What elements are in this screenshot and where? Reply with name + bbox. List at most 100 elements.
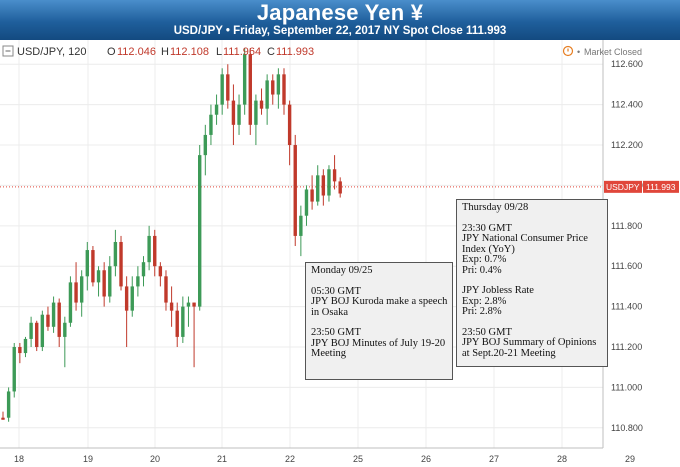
price-tick-label: 111.400: [611, 302, 642, 312]
candle-body: [124, 286, 129, 311]
badge-value: 111.993: [646, 182, 676, 192]
candle-body: [141, 262, 146, 277]
time-tick-label: 21: [217, 454, 227, 464]
market-status: • Market Closed: [562, 45, 642, 57]
note-line: Pri: 2.8%: [462, 306, 502, 317]
price-tick-label: 112.600: [611, 59, 643, 69]
candle-body: [220, 74, 224, 105]
price-tick-label: 111.600: [611, 261, 642, 271]
candle-body: [153, 235, 157, 267]
time-tick-label: 29: [625, 454, 635, 464]
event-note-monday: Monday 09/25 05:30 GMT JPY BOJ Kuroda make…: [305, 262, 453, 380]
candle-body: [254, 100, 258, 125]
price-tick-label: 110.800: [611, 423, 643, 433]
note-line: 23:50 GMT: [311, 327, 361, 338]
time-tick-label: 19: [83, 454, 93, 464]
candle-body: [35, 322, 39, 348]
time-tick-label: 18: [14, 454, 24, 464]
note-line: JPY BOJ Summary of Opinions: [462, 337, 597, 348]
candle-body: [51, 302, 56, 327]
price-tick-label: 111.800: [611, 221, 642, 231]
candle-body: [119, 241, 123, 287]
candle-body: [248, 54, 252, 125]
legend-close-value: 111.993: [276, 46, 314, 58]
note-line: Exp: 2.8%: [462, 295, 507, 307]
last-price-badge: USDJPY 111.993: [604, 180, 679, 193]
candle-body: [304, 189, 309, 216]
time-tick-label: 20: [150, 454, 160, 464]
note-spacer: [462, 214, 602, 224]
candle-body: [91, 250, 95, 283]
candle-body: [6, 391, 11, 418]
note-line: 05:30 GMT: [311, 285, 361, 297]
candle-body: [237, 104, 241, 125]
price-tick-label: 111.000: [611, 382, 642, 392]
clock-icon: [562, 45, 574, 57]
badge-value-bg: [643, 180, 679, 193]
legend-open-label: O: [107, 46, 116, 58]
candle-body: [113, 241, 118, 267]
time-tick-label: 27: [489, 454, 499, 464]
note-line: at Sept.20-21 Meeting: [462, 347, 556, 359]
badge-symbol-bg: [604, 180, 642, 193]
time-tick-label: 28: [557, 454, 567, 464]
candle-body: [282, 74, 286, 105]
candle-body: [175, 310, 179, 337]
time-tick-label: 25: [353, 454, 363, 464]
candle-body: [130, 286, 134, 311]
candle-body: [12, 347, 16, 392]
candle-body: [18, 347, 22, 354]
candle-body: [287, 104, 292, 146]
candle-body: [169, 302, 174, 311]
candle-body: [68, 282, 73, 323]
candle-body: [198, 155, 202, 307]
candle-body: [147, 235, 151, 263]
legend-low-label: L: [216, 46, 222, 58]
badge-symbol: USDJPY: [606, 182, 640, 192]
candle-body: [214, 104, 219, 115]
market-status-label: Market Closed: [584, 47, 642, 57]
legend-low-value: 111.964: [223, 46, 261, 58]
candle-body: [96, 270, 101, 283]
page-title: Japanese Yen ¥: [256, 0, 424, 25]
note-line: Exp: 0.7%: [462, 254, 507, 265]
candle-body: [332, 169, 337, 182]
legend-close-label: C: [267, 46, 275, 58]
candle-body: [164, 276, 168, 303]
candle-body: [242, 54, 247, 105]
note-line: in Osaka: [311, 306, 349, 318]
candle-body: [85, 250, 89, 277]
candle-body: [321, 175, 326, 196]
note-spacer: [311, 277, 447, 287]
note-line: Index (YoY): [462, 243, 515, 255]
market-status-dot: •: [577, 47, 580, 57]
candle-body: [192, 302, 196, 307]
candle-body: [338, 181, 342, 194]
note-spacer: [462, 318, 602, 328]
price-tick-label: 112.200: [611, 140, 643, 150]
header-banner: Japanese Yen ¥ USD/JPY • Friday, Septemb…: [0, 0, 680, 41]
page-subtitle: USD/JPY • Friday, September 22, 2017 NY …: [173, 25, 507, 37]
legend-high-label: H: [161, 46, 169, 58]
candle-body: [276, 74, 281, 95]
note-line: 23:50 GMT: [462, 326, 512, 338]
candle-body: [231, 100, 236, 125]
price-tick-label: 112.400: [611, 100, 643, 110]
note-line: JPY Jobless Rate: [462, 285, 534, 296]
candle-body: [57, 302, 61, 337]
candle-body: [181, 306, 185, 337]
note-line: Monday 09/25: [311, 265, 373, 276]
note-line: JPY BOJ Minutes of July 19-20: [311, 337, 446, 349]
event-note-thursday: Thursday 09/28 23:30 GMT JPY National Cons…: [456, 199, 608, 367]
candle-body: [108, 266, 112, 297]
note-line: Meeting: [311, 348, 346, 359]
candle-body: [293, 145, 297, 236]
time-tick-label: 22: [285, 454, 295, 464]
legend-symbol: USD/JPY, 120: [17, 46, 87, 58]
note-line: JPY BOJ Kuroda make a speech: [311, 296, 448, 307]
note-line: JPY National Consumer Price: [462, 233, 588, 244]
candle-body: [74, 282, 78, 303]
note-line: 23:30 GMT: [462, 222, 512, 234]
candle-body: [265, 80, 269, 109]
